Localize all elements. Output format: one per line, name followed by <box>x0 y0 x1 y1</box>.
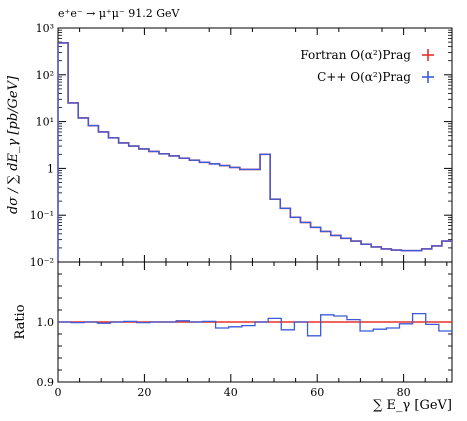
main-y-tick-label: 1 <box>47 162 54 175</box>
main-y-tick-label: 10⁻¹ <box>30 209 54 222</box>
x-axis-label: ∑ E_γ [GeV] <box>373 398 452 413</box>
main-y-tick-label: 10² <box>36 69 54 82</box>
main-y-tick-label: 10⁻² <box>30 256 54 269</box>
ratio-x-tick-label: 20 <box>137 386 151 399</box>
series-cpp-line <box>58 42 452 252</box>
ratio-y-axis-label: Ratio <box>13 304 28 339</box>
plot-title: e⁺e⁻ → μ⁺μ⁻ 91.2 GeV <box>58 7 181 20</box>
ratio-x-tick-label: 60 <box>310 386 324 399</box>
ratio-x-tick-label: 80 <box>397 386 411 399</box>
main-y-axis-label: dσ / ∑ dE_γ [pb/GeV] <box>6 75 21 214</box>
ratio-x-tick-label: 0 <box>55 386 62 399</box>
legend-label-fortran: Fortran O(α²)Prag <box>300 48 411 62</box>
ratio-x-tick-label: 40 <box>224 386 238 399</box>
main-plot-frame <box>57 27 453 263</box>
main-y-tick-label: 10³ <box>36 22 54 35</box>
legend-label-cpp: C++ O(α²)Prag <box>317 70 411 84</box>
ratio-y-tick-label: 1.0 <box>37 316 55 329</box>
main-y-tick-label: 10¹ <box>36 116 54 129</box>
ratio-y-tick-label: 0.9 <box>37 376 55 389</box>
ratio-series-cpp-line <box>58 312 452 337</box>
